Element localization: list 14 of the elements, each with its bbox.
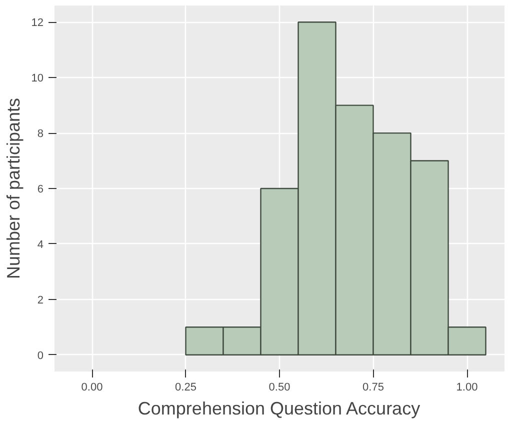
y-tick-label: 4 — [37, 238, 44, 251]
y-axis-title: Number of participants — [3, 98, 24, 280]
x-tick-label: 0.25 — [175, 382, 196, 394]
y-tick-label: 6 — [37, 184, 44, 196]
y-tick-label: 0 — [37, 350, 44, 362]
y-tick-label: 12 — [31, 17, 44, 30]
x-tick-label: 0.50 — [268, 382, 290, 394]
x-tick-label: 0.00 — [81, 382, 103, 394]
y-tick-label: 2 — [37, 294, 44, 306]
y-tick-label: 10 — [31, 72, 44, 85]
x-tick-label: 0.75 — [362, 382, 384, 394]
y-tick-label: 8 — [37, 128, 44, 140]
x-tick-label: 1.00 — [456, 382, 478, 394]
x-axis-title: Comprehension Question Accuracy — [138, 398, 420, 418]
